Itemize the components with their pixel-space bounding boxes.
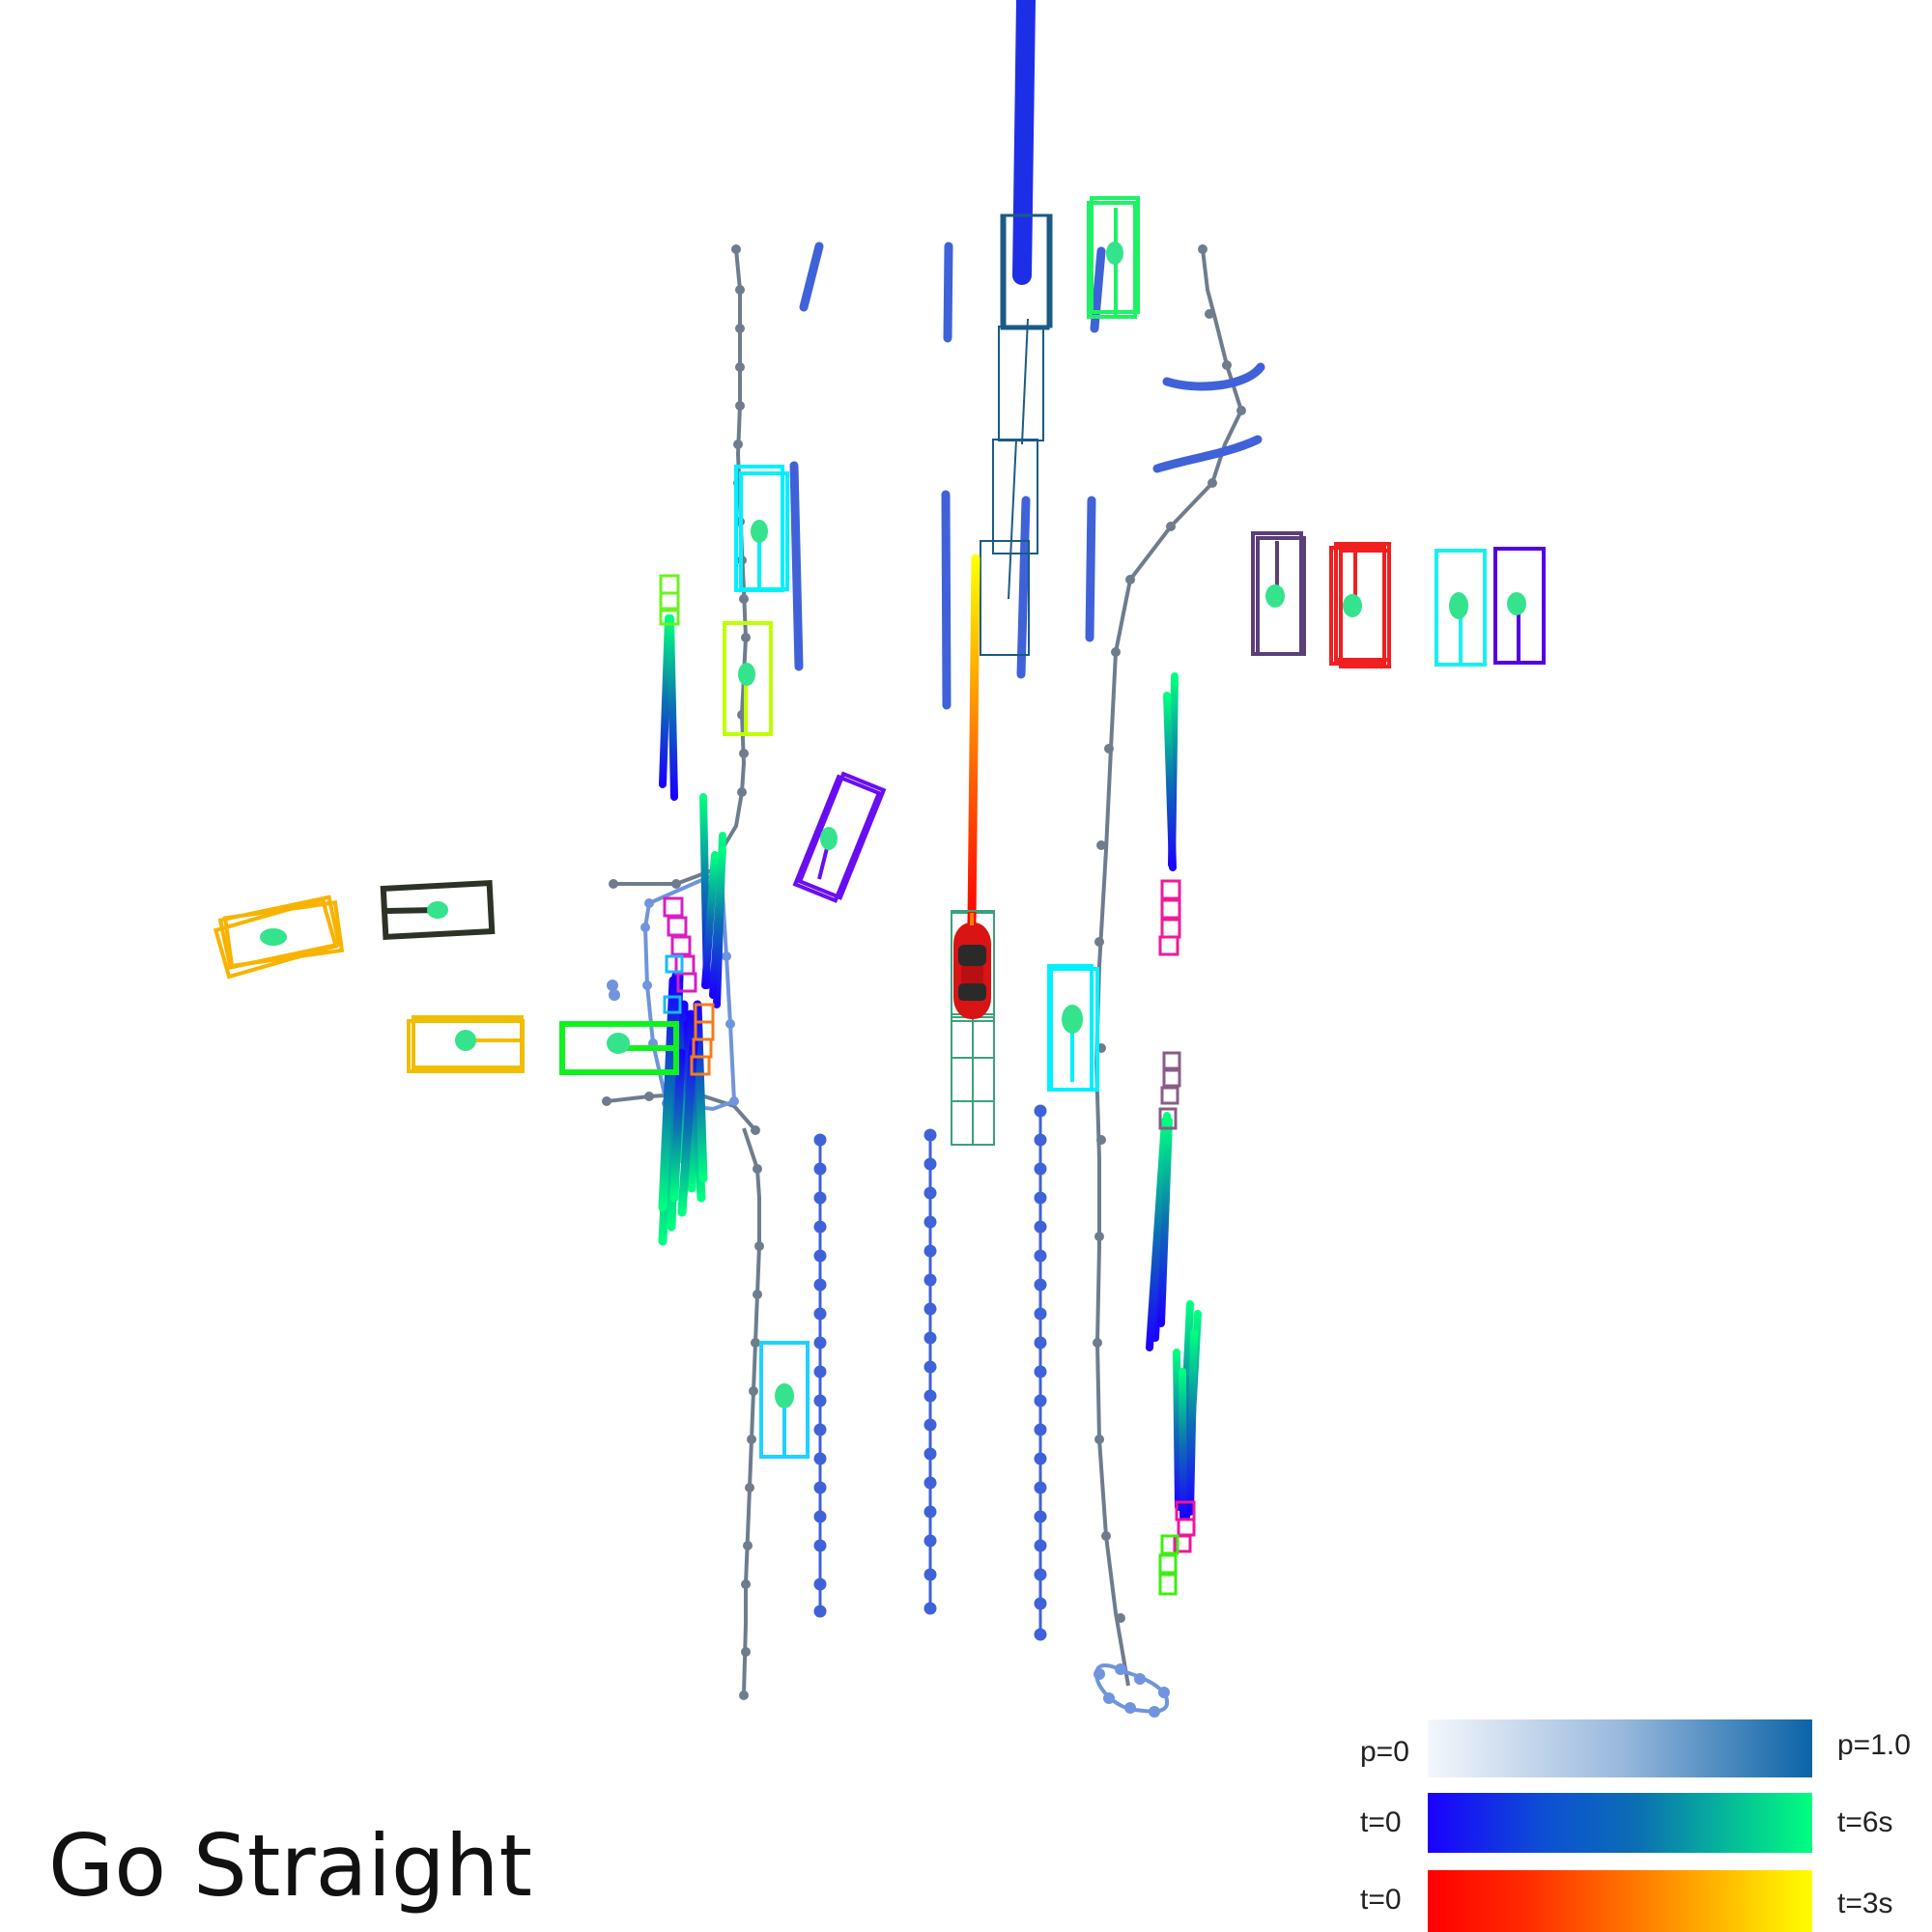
crosswalk-dots [607, 869, 1170, 1718]
legend-ego-time-bar [1428, 1870, 1812, 1932]
crosswalk-loop-bottom-right [1094, 1663, 1170, 1714]
lead-vehicle-trajectory [1012, 0, 1036, 285]
agent-lime [723, 621, 773, 736]
agent-purple-angled [792, 771, 887, 903]
road-boundary-points [602, 244, 1246, 1700]
legend-probability-end: p=1.0 [1837, 1729, 1911, 1761]
legend-agent-time-bar [1428, 1793, 1812, 1853]
agent-red [1329, 542, 1391, 668]
agent-boxes [213, 196, 1546, 1459]
agent-lead-vehicle [1000, 213, 1050, 330]
legend-agent-time-start: t=0 [1360, 1806, 1402, 1838]
legend-probability-start: p=0 [1360, 1736, 1409, 1768]
agent-yellow [407, 1015, 525, 1073]
ego-planned-trajectory [967, 554, 980, 927]
lane-divider-dots-left [813, 1133, 827, 1618]
agent-cyan-bottom [759, 1341, 810, 1459]
lane-dividers [813, 1104, 1047, 1641]
lane-divider-dots-middle [923, 1128, 937, 1615]
lane-dividers-upper [789, 242, 1265, 710]
road-boundary-left-bottom [742, 1127, 761, 1696]
agent-trajectories [658, 0, 1202, 1520]
road-boundaries [606, 248, 1244, 1696]
legend-ego-time-end: t=3s [1837, 1888, 1893, 1919]
legend-ego-time-start: t=0 [1360, 1884, 1402, 1916]
driving-command: Go Straight [48, 1816, 533, 1916]
legend-probability-bar [1428, 1719, 1812, 1777]
ego-vehicle [951, 910, 995, 1019]
agent-centers [260, 242, 1526, 1408]
agent-orange-left [213, 895, 345, 980]
lane-divider-dots-right [1034, 1104, 1047, 1641]
legend-agent-time-end: t=6s [1837, 1806, 1893, 1838]
pedestrian-boxes [659, 574, 1196, 1596]
crosswalk-areas [642, 871, 1170, 1714]
